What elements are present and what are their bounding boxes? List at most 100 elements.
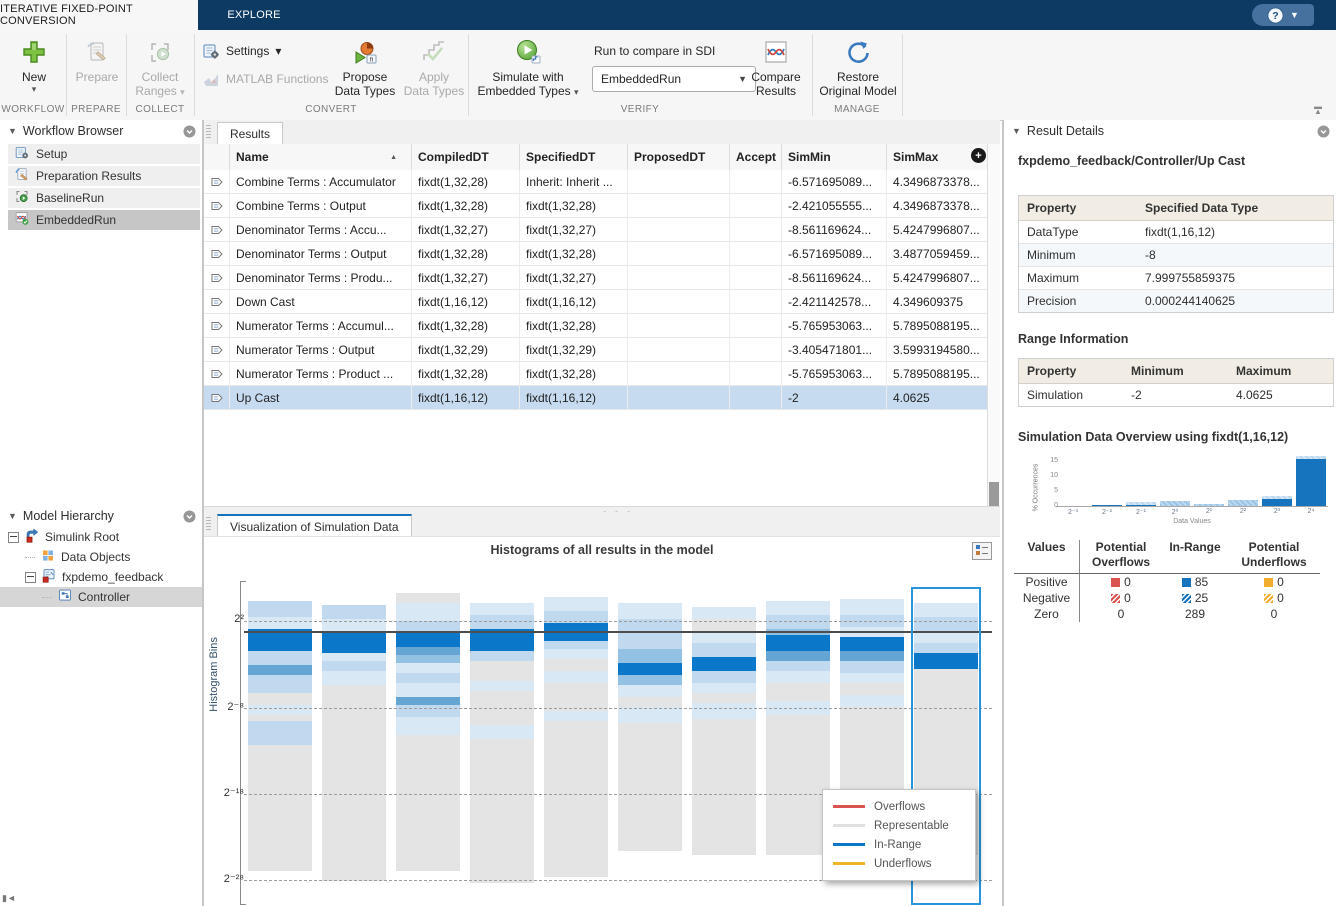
histogram-segment [618,697,682,707]
histogram-column[interactable] [322,605,386,881]
histogram-segment [766,601,830,615]
cell-accept [730,314,782,337]
mini-x-tick: 2⁻³ [1056,508,1090,516]
new-button[interactable]: New ▾ [8,36,60,114]
apply-data-types-button[interactable]: Apply Data Types [402,36,466,114]
table-row[interactable]: Down Castfixdt(1,16,12)fixdt(1,16,12)-2.… [204,290,988,314]
result-details-header[interactable]: ▼ Result Details [1004,120,1336,142]
workflow-item-setup[interactable]: Setup [8,144,200,164]
cell-compileddt: fixdt(1,32,29) [412,338,520,361]
workflow-browser-header[interactable]: ▼ Workflow Browser [0,120,202,142]
propose-data-types-button[interactable]: fi Propose Data Types [330,36,400,114]
tab-visualization[interactable]: Visualization of Simulation Data [217,514,412,537]
cell-name: Numerator Terms : Accumul... [230,314,412,337]
column-header-compileddt[interactable]: CompiledDT [412,144,520,170]
table-row[interactable]: Combine Terms : Accumulatorfixdt(1,32,28… [204,170,988,194]
tab-explore[interactable]: EXPLORE [198,0,310,30]
tree-item-fxpdemo-feedback[interactable]: fxpdemo_feedback [0,567,202,587]
tab-iterative-fixed-point-conversion[interactable]: ITERATIVE FIXED-POINT CONVERSION [0,0,199,30]
simulate-with-embedded-types-button[interactable]: Simulate with Embedded Types ▾ [472,36,584,114]
workflow-item-preparation-results[interactable]: Preparation Results [8,166,200,186]
tree-expander-icon[interactable] [8,532,19,543]
scrollbar-thumb[interactable] [989,482,999,506]
mini-y-tick: 10 [1044,472,1058,479]
restore-icon [845,36,871,68]
column-options-button[interactable]: + [971,148,986,163]
column-header-name[interactable]: Name▲ [230,144,412,170]
histogram-column[interactable] [470,603,534,883]
restore-original-model-button[interactable]: Restore Original Model [816,36,900,114]
histogram-segment [396,633,460,647]
legend-line-swatch [833,843,865,846]
collapse-left-panel-button[interactable]: ▮◄ [2,893,16,904]
values-column-header: Potential Underflows [1228,540,1320,574]
reference-line [244,631,992,633]
prepare-button[interactable]: Prepare [70,36,124,114]
table-row[interactable]: Denominator Terms : Accu...fixdt(1,32,27… [204,218,988,242]
table-row[interactable]: Combine Terms : Outputfixdt(1,32,28)fixd… [204,194,988,218]
cell-simmax: 3.4877059459... [887,242,988,265]
histogram-segment [396,647,460,655]
panel-options-icon[interactable] [183,510,196,523]
workflow-browser-list: SetupPreparation ResultsBaselineRunEmbed… [0,144,202,230]
column-header-proposeddt[interactable]: ProposedDT [628,144,730,170]
cell-simmin: -6.571695089... [782,242,887,265]
matlab-functions-button[interactable]: MATLAB Functions [202,68,328,90]
column-header-simmin[interactable]: SimMin [782,144,887,170]
help-icon: ? [1267,7,1284,24]
mini-bar-cap [1126,502,1156,505]
table-row[interactable]: Up Castfixdt(1,16,12)fixdt(1,16,12)-24.0… [204,386,988,410]
model-hierarchy-header[interactable]: ▼ Model Hierarchy [0,505,202,527]
propose-data-types-icon: fi [352,36,378,68]
panel-grip-icon[interactable] [206,125,211,139]
tree-item-simulink-root[interactable]: Simulink Root [0,527,202,547]
panel-grip-icon[interactable] [206,517,211,531]
histogram-segment [618,663,682,675]
column-header-label: SimMax [893,150,938,164]
workflow-item-baselinerun[interactable]: BaselineRun [8,188,200,208]
values-column-header: Potential Overflows [1080,540,1162,574]
histogram-column[interactable] [248,601,312,871]
results-scrollbar[interactable] [987,144,1000,506]
tree-item-data-objects[interactable]: Data Objects [0,547,202,567]
tab-results[interactable]: Results [217,122,283,145]
table-row[interactable]: Numerator Terms : Outputfixdt(1,32,29)fi… [204,338,988,362]
histogram-column[interactable] [544,597,608,877]
settings-button[interactable]: Settings ▾ [202,40,281,62]
tree-expander-icon[interactable] [25,572,36,583]
legend-toggle-button[interactable] [972,542,992,560]
histogram-segment [692,671,756,683]
table-row: Maximum7.999755859375 [1019,267,1333,290]
values-row-label: Negative [1014,590,1080,606]
table-row[interactable]: Numerator Terms : Accumul...fixdt(1,32,2… [204,314,988,338]
histogram-column[interactable] [396,593,460,871]
table-row[interactable]: Numerator Terms : Product ...fixdt(1,32,… [204,362,988,386]
histogram-column[interactable] [766,601,830,855]
column-header-label: SpecifiedDT [526,150,595,164]
panel-options-icon[interactable] [1317,125,1330,138]
cell-specifieddt: fixdt(1,16,12) [520,290,628,313]
histogram-segment [322,671,386,685]
run-name-combobox[interactable]: EmbeddedRun ▼ [592,66,756,92]
mini-bar [1194,504,1224,506]
help-button[interactable]: ? ▼ [1252,4,1314,26]
panel-options-icon[interactable] [183,125,196,138]
values-cell: 0 [1080,575,1162,589]
collapse-ribbon-button[interactable]: ▬▲ [1310,104,1326,116]
histogram-segment [766,671,830,683]
workflow-item-embeddedrun[interactable]: EmbeddedRun [8,210,200,230]
collapse-triangle-icon: ▼ [1012,126,1021,136]
histogram-column[interactable] [692,607,756,855]
cell: Precision [1019,290,1137,312]
values-column-header: In-Range [1162,540,1228,574]
tree-item-controller[interactable]: Controller [0,587,202,607]
cell-name: Numerator Terms : Output [230,338,412,361]
table-row[interactable]: Denominator Terms : Outputfixdt(1,32,28)… [204,242,988,266]
histogram-column[interactable] [618,603,682,851]
compare-results-button[interactable]: Compare Results [744,36,808,114]
column-header-specifieddt[interactable]: SpecifiedDT [520,144,628,170]
table-row[interactable]: Denominator Terms : Produ...fixdt(1,32,2… [204,266,988,290]
column-header-accept[interactable]: Accept [730,144,782,170]
collect-ranges-button[interactable]: Collect Ranges ▾ [128,36,192,114]
column-header-label: Name [236,150,269,164]
